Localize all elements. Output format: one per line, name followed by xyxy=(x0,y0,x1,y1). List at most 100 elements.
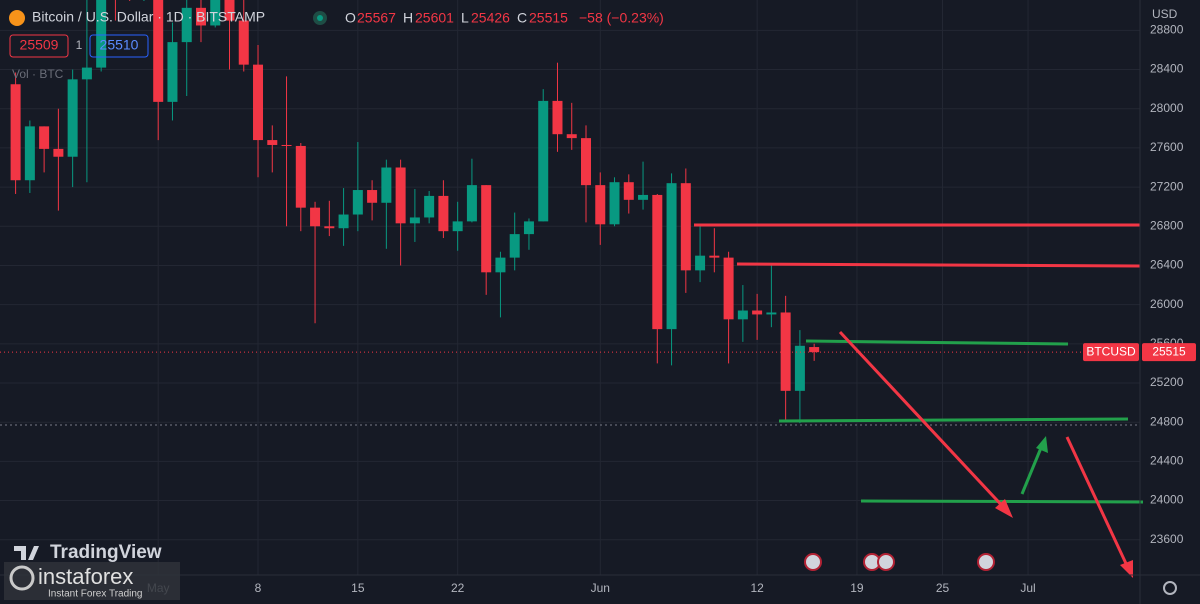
arrow-head xyxy=(1036,436,1048,453)
buy-box[interactable] xyxy=(89,34,149,58)
bid[interactable]: 25509 xyxy=(20,37,59,53)
watermark: instaforex xyxy=(38,564,133,589)
y-tick-label: 24400 xyxy=(1150,454,1184,468)
candle-body xyxy=(338,214,349,229)
event-flag[interactable] xyxy=(804,553,822,571)
settings-icon[interactable] xyxy=(1163,581,1177,595)
candle-body xyxy=(81,67,92,80)
change: −58 (−0.23%) xyxy=(579,10,664,26)
candle-body xyxy=(523,221,534,235)
candle-body xyxy=(481,185,492,273)
last-label-box xyxy=(1083,343,1139,362)
watermark-sub: Instant Forex Trading xyxy=(48,589,143,600)
candle-body xyxy=(623,182,634,200)
x-tick-label: 19 xyxy=(850,581,864,595)
event-flag[interactable] xyxy=(877,553,895,571)
ohlc-label: H xyxy=(403,10,413,26)
brand: TradingView xyxy=(50,542,162,563)
candle-body xyxy=(709,255,720,258)
candle-body xyxy=(153,0,164,102)
ohlc-value: 25601 xyxy=(415,10,454,26)
y-tick-label: 27200 xyxy=(1150,179,1184,193)
candle-body xyxy=(67,79,78,157)
arrow-head xyxy=(995,499,1013,518)
candle-body xyxy=(452,221,463,232)
coin-icon xyxy=(9,10,25,26)
y-tick-label: 28000 xyxy=(1150,101,1184,115)
candle-body xyxy=(238,20,249,65)
candle-body xyxy=(695,255,706,271)
candle-body xyxy=(409,217,420,224)
y-tick-label: 24000 xyxy=(1150,493,1184,507)
candle-body xyxy=(581,138,591,186)
ohlc-label: C xyxy=(517,10,527,26)
arrow xyxy=(1065,436,1131,571)
y-tick-label: 26000 xyxy=(1150,297,1184,311)
candle-body xyxy=(352,190,363,215)
candle-body xyxy=(267,140,278,145)
candle-body xyxy=(723,257,734,320)
watermark-logo xyxy=(9,565,35,591)
candle-body xyxy=(780,312,791,391)
candle-body xyxy=(395,167,406,224)
candle-body xyxy=(381,167,392,203)
support-line xyxy=(778,417,1129,423)
market-status-dot xyxy=(317,15,323,21)
y-tick-label: 24800 xyxy=(1150,414,1184,428)
candle-body xyxy=(167,42,178,102)
candle-body xyxy=(809,347,820,353)
events xyxy=(804,553,995,571)
candle-body xyxy=(538,100,549,222)
currency: USD xyxy=(1152,7,1178,21)
candle-body xyxy=(794,345,805,391)
sell-box[interactable] xyxy=(9,34,69,58)
ohlc-label: O xyxy=(345,10,356,26)
ohlc-value: 25426 xyxy=(471,10,510,26)
candle-body xyxy=(466,185,477,222)
y-tick-label: 23600 xyxy=(1150,532,1184,546)
arrow xyxy=(1020,442,1045,495)
arrow xyxy=(838,330,1010,514)
candle-body xyxy=(24,126,35,181)
candle-body xyxy=(438,195,449,232)
ohlc-value: 25515 xyxy=(529,10,568,26)
last-price-box xyxy=(1142,343,1196,362)
candles xyxy=(10,0,820,424)
candle-body xyxy=(752,310,763,315)
x-tick-label: 12 xyxy=(750,581,764,595)
grid xyxy=(0,0,1140,575)
arrow-head xyxy=(1120,560,1133,578)
candle-body xyxy=(766,312,777,315)
candle-body xyxy=(595,185,606,225)
candle-body xyxy=(181,7,192,43)
event-flag[interactable] xyxy=(977,553,995,571)
x-tick-label: 15 xyxy=(351,581,365,595)
candle-body xyxy=(495,257,506,273)
candle-body xyxy=(666,183,677,330)
candle-body xyxy=(53,148,64,157)
volume-label: Vol · BTC xyxy=(12,67,64,81)
candle-body xyxy=(96,0,107,68)
candle-body xyxy=(367,190,378,203)
y-tick-label: 25200 xyxy=(1150,375,1184,389)
ohlc-value: 25567 xyxy=(357,10,396,26)
last-price: 25515 xyxy=(1152,344,1186,358)
candle-body xyxy=(253,64,264,141)
y-tick-label: 28400 xyxy=(1150,62,1184,76)
candle-body xyxy=(680,183,691,271)
y-tick-label: 28800 xyxy=(1150,23,1184,37)
drawings xyxy=(694,223,1144,578)
ohlc-label: L xyxy=(461,10,469,26)
candle-body xyxy=(652,194,663,330)
brand-logo xyxy=(14,546,39,560)
x-tick-label: 25 xyxy=(936,581,950,595)
candle-body xyxy=(210,0,221,26)
candle-body xyxy=(566,134,577,139)
candle-body xyxy=(638,194,649,200)
x-tick-label: Jul xyxy=(1020,581,1035,595)
ask[interactable]: 25510 xyxy=(100,37,139,53)
candle-body xyxy=(310,207,321,227)
candle-body xyxy=(281,144,292,146)
candle-body xyxy=(737,310,748,320)
